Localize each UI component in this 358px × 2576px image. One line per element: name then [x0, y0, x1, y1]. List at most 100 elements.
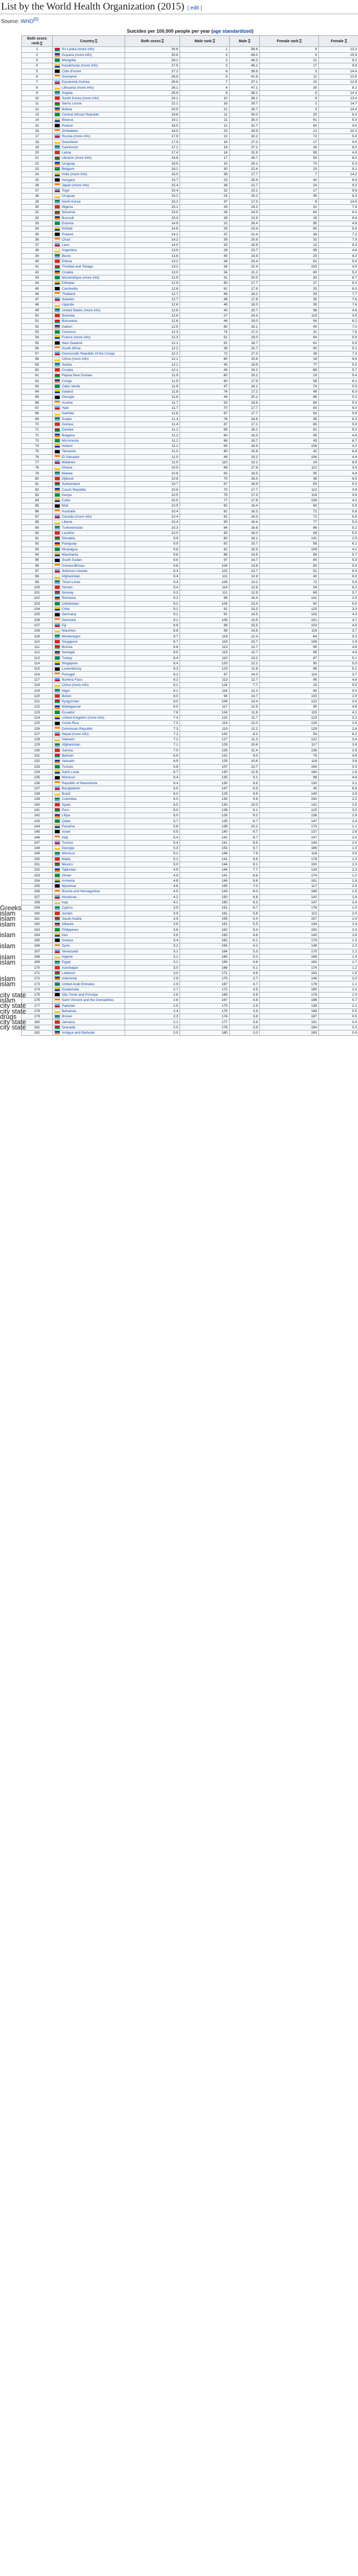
country-link[interactable]: Mongolia — [62, 59, 76, 63]
country-cell[interactable]: Burkina Faso — [52, 676, 125, 683]
country-link[interactable]: Denmark — [62, 618, 76, 622]
country-link[interactable]: Bahamas — [62, 1009, 77, 1014]
country-link[interactable]: China (more info) — [62, 683, 89, 688]
country-link[interactable]: Guinea-Bissau — [62, 564, 85, 568]
country-link[interactable]: Costa Rica — [62, 721, 79, 726]
column-header[interactable]: Both sexes — [124, 35, 181, 47]
country-link[interactable]: Kenya — [62, 493, 72, 497]
country-cell[interactable]: Mozambique (more info) — [52, 274, 125, 281]
country-cell[interactable]: Bahrain — [52, 752, 125, 759]
country-link[interactable]: Democratic Republic of the Congo — [62, 352, 115, 356]
country-link[interactable]: Togo — [62, 189, 70, 193]
country-cell[interactable]: Brunei — [52, 1014, 125, 1020]
edit-link[interactable]: edit — [190, 5, 199, 11]
country-link[interactable]: Philippines — [62, 928, 79, 932]
country-cell[interactable]: Cuba — [52, 497, 125, 504]
country-cell[interactable]: Timor-Leste — [52, 579, 125, 585]
country-link[interactable]: Saudi Arabia — [62, 917, 82, 921]
country-cell[interactable]: Tajikistan — [52, 867, 125, 873]
country-cell[interactable]: Mexico — [52, 861, 125, 868]
country-cell[interactable]: Uzbekistan — [52, 600, 125, 607]
country-link[interactable]: Tunisia — [62, 765, 73, 769]
country-link[interactable]: Saint Lucia — [62, 770, 79, 774]
country-link[interactable]: Mauritius — [62, 629, 76, 633]
country-link[interactable]: Guatemala — [62, 987, 79, 991]
country-cell[interactable]: Armenia — [52, 877, 125, 884]
country-link[interactable]: Ethiopia — [62, 281, 74, 285]
country-cell[interactable]: Grenada — [52, 1024, 125, 1031]
sort-icon[interactable] — [95, 39, 98, 43]
country-link[interactable]: Honduras — [62, 895, 77, 899]
country-cell[interactable]: Bolivia — [52, 106, 125, 112]
country-link[interactable]: Grenada — [62, 1025, 76, 1029]
country-cell[interactable]: Croatia — [52, 367, 125, 374]
country-cell[interactable]: Yemen — [52, 584, 125, 591]
country-link[interactable]: Trinidad and Tobago — [62, 265, 93, 269]
country-cell[interactable]: Nicaragua — [52, 546, 125, 552]
country-link[interactable]: Cambodia — [62, 287, 78, 291]
country-cell[interactable]: Papua New Guinea — [52, 373, 125, 379]
column-header[interactable]: Both sexes rank — [21, 35, 53, 47]
country-link[interactable]: Slovenia — [62, 211, 76, 215]
country-cell[interactable]: Zimbabwe — [52, 128, 125, 135]
country-link[interactable]: Chile — [62, 607, 70, 612]
country-cell[interactable]: China (more info) — [52, 682, 125, 689]
country-cell[interactable]: Rwanda — [52, 312, 125, 319]
country-link[interactable]: Switzerland — [62, 482, 80, 486]
country-link[interactable]: Bulgaria — [62, 433, 75, 437]
country-cell[interactable]: Singapore — [52, 660, 125, 667]
country-cell[interactable]: Sri Lanka (more info) — [52, 46, 125, 53]
column-header[interactable]: Country — [52, 35, 125, 47]
country-link[interactable]: Antigua and Barbuda — [62, 1031, 95, 1035]
source-ref-link[interactable]: [5] — [33, 16, 39, 22]
country-cell[interactable]: Suriname — [52, 73, 125, 80]
country-link[interactable]: Venezuela — [62, 949, 78, 953]
country-link[interactable]: Angola — [62, 91, 73, 95]
country-cell[interactable]: Uganda — [52, 302, 125, 308]
country-cell[interactable]: Uruguay — [52, 193, 125, 199]
sort-icon[interactable] — [248, 39, 250, 43]
country-link[interactable]: Czech Republic — [62, 488, 87, 492]
country-link[interactable]: Azerbaijan — [62, 966, 79, 970]
country-cell[interactable]: France (more info) — [52, 335, 125, 341]
country-cell[interactable]: Brazil — [52, 790, 125, 797]
country-cell[interactable]: Belize — [52, 693, 125, 699]
country-link[interactable]: Nepal (more info) — [62, 732, 89, 736]
country-link[interactable]: Benin — [62, 254, 71, 258]
country-cell[interactable]: Syria — [52, 943, 125, 949]
country-cell[interactable]: Vietnam — [52, 737, 125, 743]
country-cell[interactable]: Vanuatu — [52, 758, 125, 765]
country-link[interactable]: Hungary — [62, 178, 75, 182]
country-link[interactable]: Sierra Leone — [62, 102, 82, 106]
country-cell[interactable]: Bahamas — [52, 1008, 125, 1015]
country-cell[interactable]: Ethiopia — [52, 280, 125, 287]
country-cell[interactable]: Canada (more info) — [52, 513, 125, 520]
country-cell[interactable]: Albania — [52, 921, 125, 928]
country-link[interactable]: Zambia — [62, 428, 73, 432]
country-link[interactable]: Egypt — [62, 960, 71, 965]
country-link[interactable]: Georgia — [62, 846, 74, 851]
country-link[interactable]: Bosnia and Herzegovina — [62, 890, 100, 894]
country-link[interactable]: Mali — [62, 504, 69, 508]
country-link[interactable]: Congo — [62, 379, 72, 383]
country-link[interactable]: Ireland — [62, 444, 73, 449]
country-cell[interactable]: Botswana — [52, 318, 125, 325]
country-link[interactable]: Nicaragua — [62, 547, 78, 551]
country-link[interactable]: Swaziland — [62, 140, 78, 144]
country-link[interactable]: China (more info) — [62, 357, 89, 361]
country-cell[interactable]: Costa Rica — [52, 720, 125, 727]
country-link[interactable]: Eritrea — [62, 260, 72, 264]
country-cell[interactable]: Colombia — [52, 796, 125, 803]
country-cell[interactable]: Democratic Republic of the Congo — [52, 350, 125, 357]
country-link[interactable]: Brazil — [62, 792, 71, 796]
country-cell[interactable]: Jordan — [52, 910, 125, 917]
sort-icon[interactable] — [299, 39, 302, 43]
country-cell[interactable]: Samoa — [52, 747, 125, 753]
country-link[interactable]: Croatia — [62, 270, 73, 274]
country-link[interactable]: Jamaica — [62, 1020, 75, 1024]
country-cell[interactable]: Kyrgyzstan — [52, 698, 125, 705]
country-link[interactable]: Qatar — [62, 819, 71, 823]
country-cell[interactable]: Uruguay — [52, 160, 125, 167]
country-link[interactable]: Rwanda — [62, 314, 75, 318]
country-link[interactable]: Lesotho — [62, 531, 74, 535]
